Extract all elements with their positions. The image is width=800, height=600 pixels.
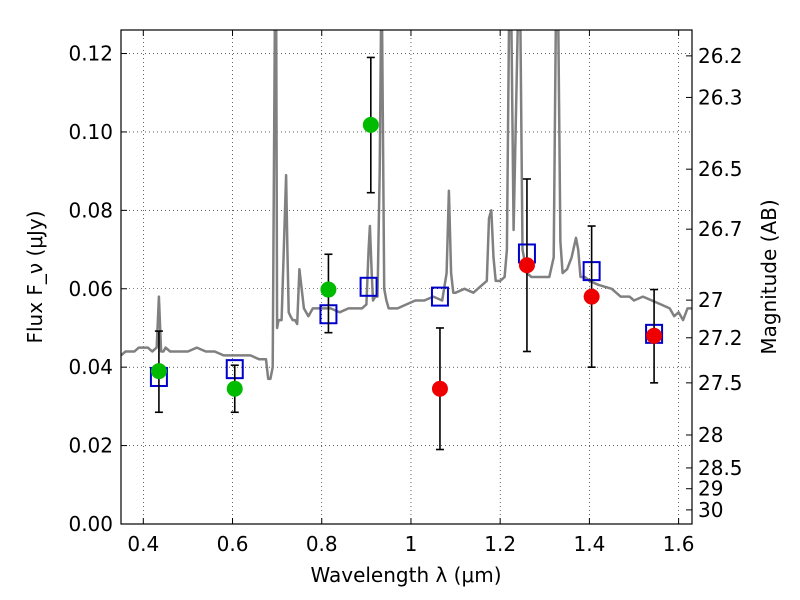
x-tick-label: 0.8 [306,532,338,556]
axes: 0.4 0.6 0.8 1 1.2 1.4 1.6 0.00 0.02 0.04 0.06 0.08 0… [68,30,743,556]
x-axis-label: Wavelength λ (μm) [310,563,501,587]
x-tick-label: 1.4 [573,532,605,556]
right-tick-label: 27.2 [698,326,743,350]
x-tick-label: 0.4 [127,532,159,556]
data-point [362,116,379,133]
y-tick-label: 0.06 [68,277,113,301]
right-tick-label: 27.5 [698,371,743,395]
x-tick-label: 1.6 [663,532,695,556]
right-tick-label: 28 [698,423,723,447]
spectrum-line [121,30,692,381]
data-point [518,257,535,274]
data-point [646,327,663,344]
plot-frame-bg [121,30,692,524]
model-square-marker [359,276,378,297]
x-tick-label: 1.2 [484,532,516,556]
data-point [320,281,337,298]
data-point [226,380,243,397]
y-tick-label: 0.12 [68,42,113,66]
right-tick-label: 26.3 [698,85,743,109]
right-tick-label: 27 [698,288,723,312]
y-tick-label: 0.00 [68,512,113,536]
y-tick-label: 0.08 [68,198,113,222]
y-tick-label: 0.04 [68,355,113,379]
plot-area [121,30,692,451]
data-point [583,288,600,305]
right-tick-label: 26.7 [698,217,743,241]
plot-frame [120,29,693,525]
right-tick-label: 26.2 [698,44,743,68]
right-tick-label: 28.5 [698,456,743,480]
x-tick-label: 1 [405,532,418,556]
right-tick-label: 29 [698,477,723,501]
y-tick-label: 0.02 [68,434,113,458]
y-tick-label: 0.10 [68,120,113,144]
x-tick-label: 0.6 [217,532,249,556]
right-tick-label: 26.5 [698,157,743,181]
data-point [431,380,448,397]
data-point [150,363,167,380]
right-axis-label: Magnitude (AB) [757,199,781,354]
right-tick-label: 30 [698,498,723,522]
model-square-marker [430,286,449,307]
y-axis-label: Flux F_ν (μJy) [23,210,47,343]
